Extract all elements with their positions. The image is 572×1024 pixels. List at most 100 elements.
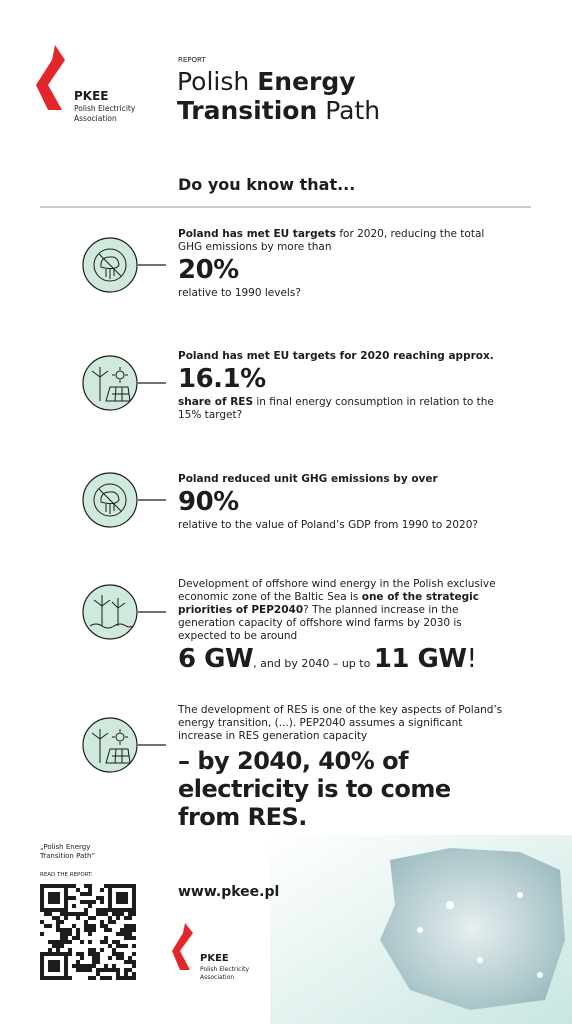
qr-module bbox=[84, 892, 88, 896]
qr-module bbox=[68, 952, 72, 956]
qr-module bbox=[52, 908, 56, 912]
text-segment: Poland has met EU targets for 2020 reach… bbox=[178, 350, 494, 362]
qr-module bbox=[52, 964, 56, 968]
qr-module bbox=[64, 892, 68, 896]
logo-mark bbox=[36, 45, 65, 110]
qr-module bbox=[72, 912, 76, 916]
qr-module bbox=[56, 920, 60, 924]
qr-module bbox=[40, 900, 44, 904]
icon-part bbox=[93, 248, 127, 282]
qr-module bbox=[80, 952, 84, 956]
qr-module bbox=[96, 912, 100, 916]
qr-module bbox=[88, 928, 92, 932]
qr-module bbox=[64, 908, 68, 912]
qr-module bbox=[116, 952, 120, 956]
qr-module bbox=[128, 936, 132, 940]
qr-module bbox=[88, 976, 92, 980]
qr-module bbox=[104, 968, 108, 972]
fact: Poland has met EU targets for 2020, redu… bbox=[178, 228, 508, 300]
qr-module bbox=[64, 952, 68, 956]
qr-module bbox=[48, 908, 52, 912]
qr-module bbox=[84, 924, 88, 928]
fact-lead: Poland reduced unit GHG emissions by ove… bbox=[178, 473, 508, 486]
icon bbox=[82, 472, 166, 528]
qr-module bbox=[40, 956, 44, 960]
fact-highlight: 90% bbox=[178, 487, 508, 517]
qr-module bbox=[56, 916, 60, 920]
qr-module bbox=[48, 940, 52, 944]
qr-module bbox=[120, 932, 124, 936]
qr-module bbox=[128, 928, 132, 932]
question: Do you know that... bbox=[178, 175, 356, 194]
qr-module bbox=[40, 952, 44, 956]
qr-module bbox=[80, 912, 84, 916]
title: Polish Energy Transition Path bbox=[177, 67, 380, 125]
icon-circle bbox=[82, 355, 138, 411]
fact: Poland has met EU targets for 2020 reach… bbox=[178, 350, 508, 422]
icon-part bbox=[112, 367, 128, 383]
text-segment: ! bbox=[466, 644, 477, 674]
qr-module bbox=[128, 960, 132, 964]
qr-module bbox=[100, 900, 104, 904]
qr-module bbox=[40, 896, 44, 900]
text-segment: 11 GW bbox=[373, 644, 467, 674]
qr-module bbox=[64, 936, 68, 940]
qr-module bbox=[84, 884, 88, 888]
text-segment: Path bbox=[317, 96, 381, 125]
qr-module bbox=[60, 912, 64, 916]
qr-module bbox=[76, 928, 80, 932]
qr-module bbox=[48, 948, 52, 952]
qr-module bbox=[48, 976, 52, 980]
logo-name: PKEE bbox=[200, 953, 229, 964]
qr-module bbox=[68, 912, 72, 916]
title-line: Transition Path bbox=[177, 96, 380, 125]
qr-module bbox=[60, 952, 64, 956]
qr-module bbox=[128, 908, 132, 912]
qr-module bbox=[88, 892, 92, 896]
qr-module bbox=[76, 964, 80, 968]
qr-module bbox=[108, 944, 112, 948]
qr-module bbox=[92, 952, 96, 956]
qr-module bbox=[120, 944, 124, 948]
qr-module bbox=[84, 912, 88, 916]
qr-module bbox=[76, 968, 80, 972]
qr-module bbox=[96, 908, 100, 912]
qr-module bbox=[124, 968, 128, 972]
icon-circle bbox=[82, 717, 138, 773]
qr-module bbox=[120, 896, 124, 900]
text-segment: relative to 1990 levels? bbox=[178, 287, 301, 299]
qr-module bbox=[60, 936, 64, 940]
qr-module bbox=[108, 892, 112, 896]
qr-module bbox=[124, 936, 128, 940]
icon bbox=[82, 584, 166, 640]
map-dots bbox=[417, 892, 543, 978]
qr-module bbox=[76, 932, 80, 936]
qr-module bbox=[56, 900, 60, 904]
qr-module bbox=[132, 900, 136, 904]
fact-lead: Poland has met EU targets for 2020, redu… bbox=[178, 228, 508, 254]
qr-module bbox=[128, 916, 132, 920]
text-segment: share of RES bbox=[178, 396, 254, 408]
qr-module bbox=[40, 960, 44, 964]
url[interactable]: www.pkee.pl bbox=[178, 884, 280, 900]
qr-module bbox=[108, 888, 112, 892]
qr-module bbox=[96, 956, 100, 960]
text-segment: relative to the value of Poland’s GDP fr… bbox=[178, 519, 478, 531]
qr-module bbox=[132, 976, 136, 980]
icon-part bbox=[112, 729, 128, 745]
qr-module bbox=[124, 896, 128, 900]
qr-module bbox=[52, 960, 56, 964]
report-name-line: „Polish Energy bbox=[40, 843, 91, 851]
fact-highlight: – by 2040, 40% of electricity is to come… bbox=[178, 747, 508, 831]
qr-module bbox=[132, 892, 136, 896]
qr-module bbox=[88, 924, 92, 928]
qr-module bbox=[48, 960, 52, 964]
text-segment: Polish bbox=[177, 67, 258, 96]
qr-module bbox=[44, 884, 48, 888]
qr-module bbox=[48, 964, 52, 968]
qr-module bbox=[68, 932, 72, 936]
qr-module bbox=[108, 908, 112, 912]
qr-module bbox=[88, 940, 92, 944]
